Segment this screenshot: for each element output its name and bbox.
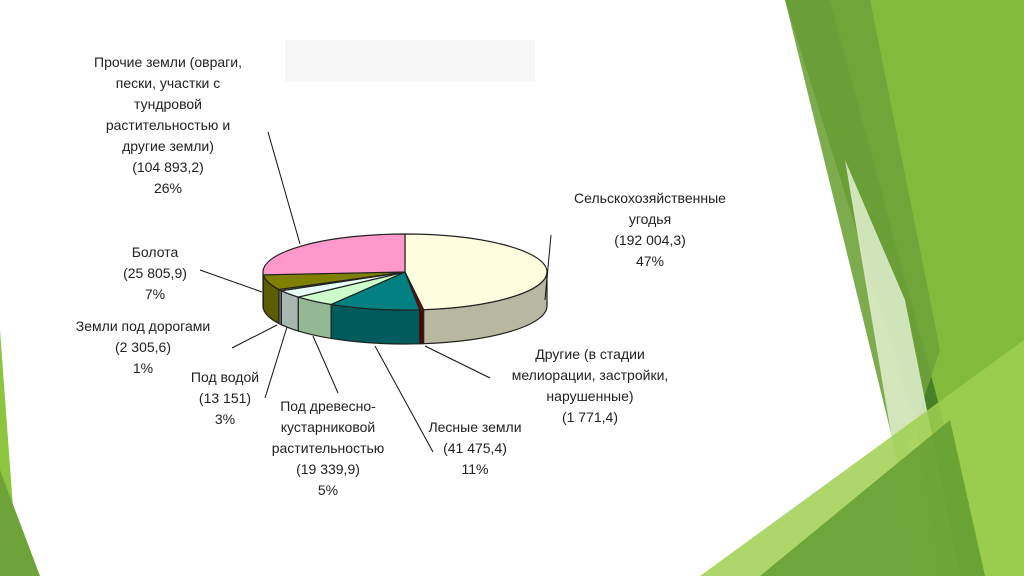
slice-label-line: (2 305,6) [114,339,172,355]
leader-lines [199,131,552,453]
leader-line [424,345,491,379]
slice-label: Под древесно-кустарниковой растительность… [248,396,408,501]
slice-label-line: 47% [635,253,665,269]
deco-shape [760,420,985,576]
slice-label-line: (41 475,4) [443,440,507,456]
slice-label: Прочие земли (овраги, пески, участки с тун… [58,52,278,199]
leader-line [264,326,288,399]
slice-label-line: 3% [214,411,236,427]
slice-label-line: Другие (в стадии [535,346,645,362]
leader-line [267,131,301,245]
slice-label-line: (25 805,9) [123,265,187,281]
slice-label-line: (104 893,2) [132,159,204,175]
slice-label-line: 1% [132,360,154,376]
slice-label: Лесные земли (41 475,4) 11% [415,417,535,480]
pie-group [262,233,548,345]
slice-label-line: пески, участки с [115,75,221,91]
slice-label-line: другие земли) [122,138,214,154]
slice-label-line: растительностью [271,440,385,456]
slice-label-line: Под водой [190,369,260,385]
title-placeholder [285,40,535,82]
slice-label-line: Под древесно- [280,398,376,414]
leader-line [231,324,278,349]
slice-label-line: Болота [131,244,179,260]
slice-label-line: Лесные земли [428,419,522,435]
slice-label-line: 26% [153,180,183,196]
slice-label-line: 11% [461,461,489,477]
slice-label: Земли под дорогами (2 305,6) 1% [48,316,238,379]
slice-label-line: 5% [317,482,339,498]
slice-label-line: (19 339,9) [296,461,360,477]
pie-slice [329,271,421,311]
slice-label-line: тундровой [134,96,202,112]
slice-label-line: 7% [144,286,166,302]
slice-label-line: (192 004,3) [614,232,686,248]
slice-label-line: угодья [628,211,672,227]
slice-label-line: мелиорации, застройки, [511,367,669,383]
slice-label-line: Сельскохозяйственные [574,190,726,206]
slice-label-line: Прочие земли (овраги, [94,54,242,70]
slice-label: Другие (в стадии мелиорации, застройки, на… [485,344,695,428]
pie-slice [262,233,406,276]
pie-slice-side [419,309,425,345]
slice-label-line: нарушенные) [546,388,634,404]
deco-shape [0,470,40,576]
slice-label: Сельскохозяйственные угодья (192 004,3) 47% [545,188,755,272]
slice-label-line: кустарниковой [280,419,376,435]
slice-label-line: (13 151) [198,390,252,406]
leader-line [312,335,339,394]
leader-line [544,234,552,301]
slice-label: Болота (25 805,9) 7% [100,242,210,305]
leader-line [374,345,434,453]
slice-label: Под водой (13 151) 3% [165,367,285,430]
slice-label-line: Земли под дорогами [75,318,211,334]
slice-label-line: (1 771,4) [561,409,619,425]
leader-line [199,269,263,293]
pie-slice [404,233,548,311]
slice-label-line: растительностью и [105,117,231,133]
